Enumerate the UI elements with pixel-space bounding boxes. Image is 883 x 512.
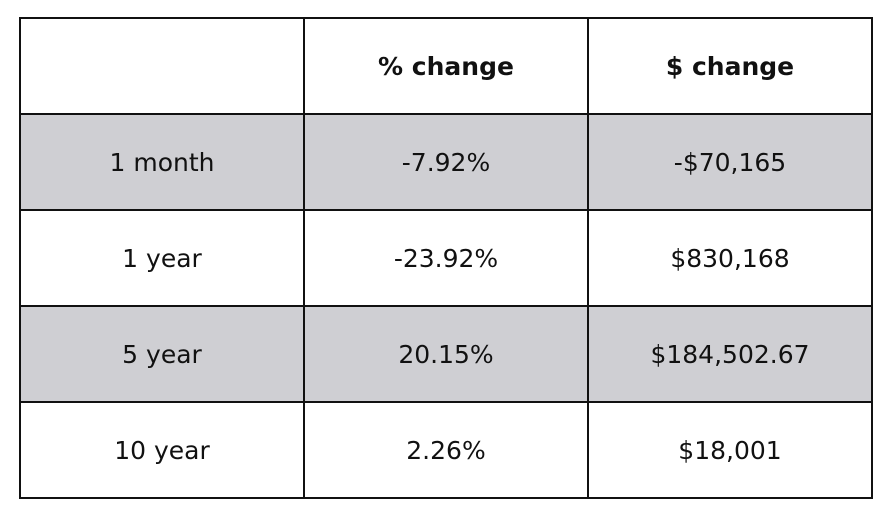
corner-cell [19,17,305,115]
row-label: 5 year [19,305,305,403]
table-row: 10 year 2.26% $18,001 [19,401,873,499]
row-label: 1 month [19,113,305,211]
table-cell: 20.15% [303,305,589,403]
table-cell: 2.26% [303,401,589,499]
table-cell: $830,168 [587,209,873,307]
table-cell: -$70,165 [587,113,873,211]
change-table: % change $ change 1 month -7.92% -$70,165 1 … [19,17,873,499]
table-container: % change $ change 1 month -7.92% -$70,165 1 … [19,17,873,499]
column-header: % change [303,17,589,115]
row-label: 10 year [19,401,305,499]
table-cell: -23.92% [303,209,589,307]
table-cell: $184,502.67 [587,305,873,403]
column-header: $ change [587,17,873,115]
table-body: 1 month -7.92% -$70,165 1 year -23.92% $830,1… [19,113,873,499]
row-label: 1 year [19,209,305,307]
table-row: 5 year 20.15% $184,502.67 [19,305,873,403]
table-row: 1 month -7.92% -$70,165 [19,113,873,211]
table-row: 1 year -23.92% $830,168 [19,209,873,307]
table-cell: $18,001 [587,401,873,499]
table-cell: -7.92% [303,113,589,211]
header-row: % change $ change [19,17,873,115]
